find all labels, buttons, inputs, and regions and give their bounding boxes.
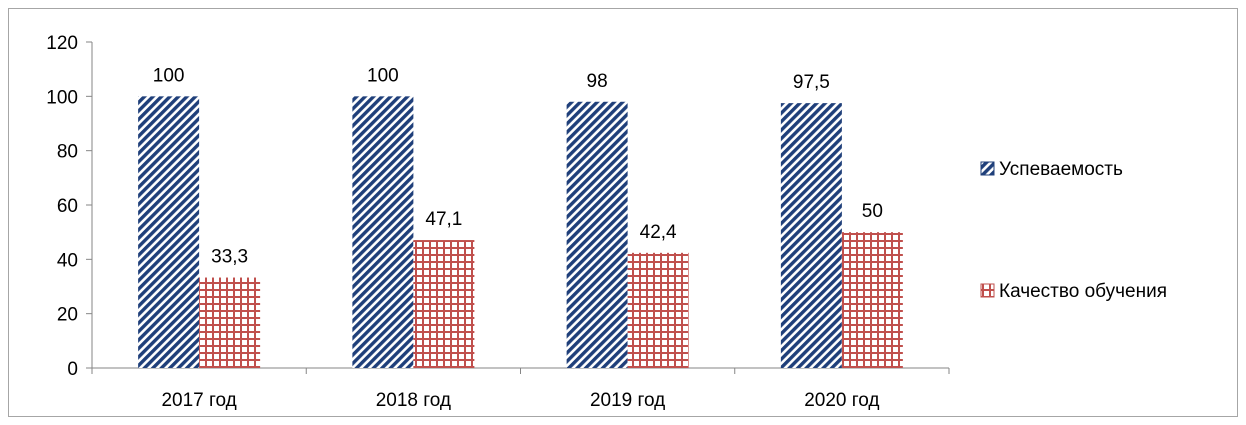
y-axis: 0 20 40 60 80 100 120 [46, 33, 93, 380]
bar-uspevaemost-2018-год [352, 96, 414, 368]
legend: Успеваемость Качество обучения [980, 159, 1167, 302]
data-label: 47,1 [425, 209, 462, 230]
bar-uspevaemost-2019-год [566, 101, 628, 369]
legend-swatch [980, 161, 995, 176]
y-tick-label: 20 [57, 305, 78, 326]
data-label: 98 [587, 71, 608, 92]
x-tick-label: 2020 год [804, 390, 879, 411]
x-tick-label: 2019 год [590, 390, 665, 411]
y-tick-label: 100 [46, 87, 78, 108]
chart-frame: 0 20 40 60 80 100 120 2017 год 2018 год 2019 год… [8, 8, 1238, 417]
bar-uspevaemost-2017-год [138, 96, 200, 368]
x-tick-label: 2017 год [161, 390, 236, 411]
legend-label: Качество обучения [999, 281, 1167, 302]
data-label: 100 [367, 65, 399, 86]
y-tick-label: 40 [57, 250, 78, 271]
bar-kachestvo-2017-год [199, 277, 261, 368]
x-tick-label: 2018 год [376, 390, 451, 411]
bar-chart: 0 20 40 60 80 100 120 2017 год 2018 год 2019 год… [46, 33, 1167, 411]
y-tick-label: 60 [57, 196, 78, 217]
data-label: 50 [862, 201, 883, 222]
bar-kachestvo-2019-год [627, 252, 689, 368]
data-label: 100 [153, 65, 185, 86]
data-label: 33,3 [211, 247, 248, 268]
bar-kachestvo-2018-год [413, 240, 475, 368]
data-label: 42,4 [640, 222, 677, 243]
y-tick-label: 80 [57, 142, 78, 163]
bars [138, 96, 903, 369]
bar-uspevaemost-2020-год [780, 103, 842, 368]
data-label: 97,5 [793, 72, 830, 93]
y-tick-label: 120 [46, 33, 78, 54]
x-axis: 2017 год 2018 год 2019 год 2020 год [91, 367, 950, 411]
legend-label: Успеваемость [999, 159, 1123, 180]
legend-swatch [980, 283, 995, 298]
bar-kachestvo-2020-год [841, 232, 903, 368]
data-labels: 100 100 98 97,5 33,3 47,1 42,4 50 [153, 65, 883, 267]
y-tick-label: 0 [67, 359, 78, 380]
